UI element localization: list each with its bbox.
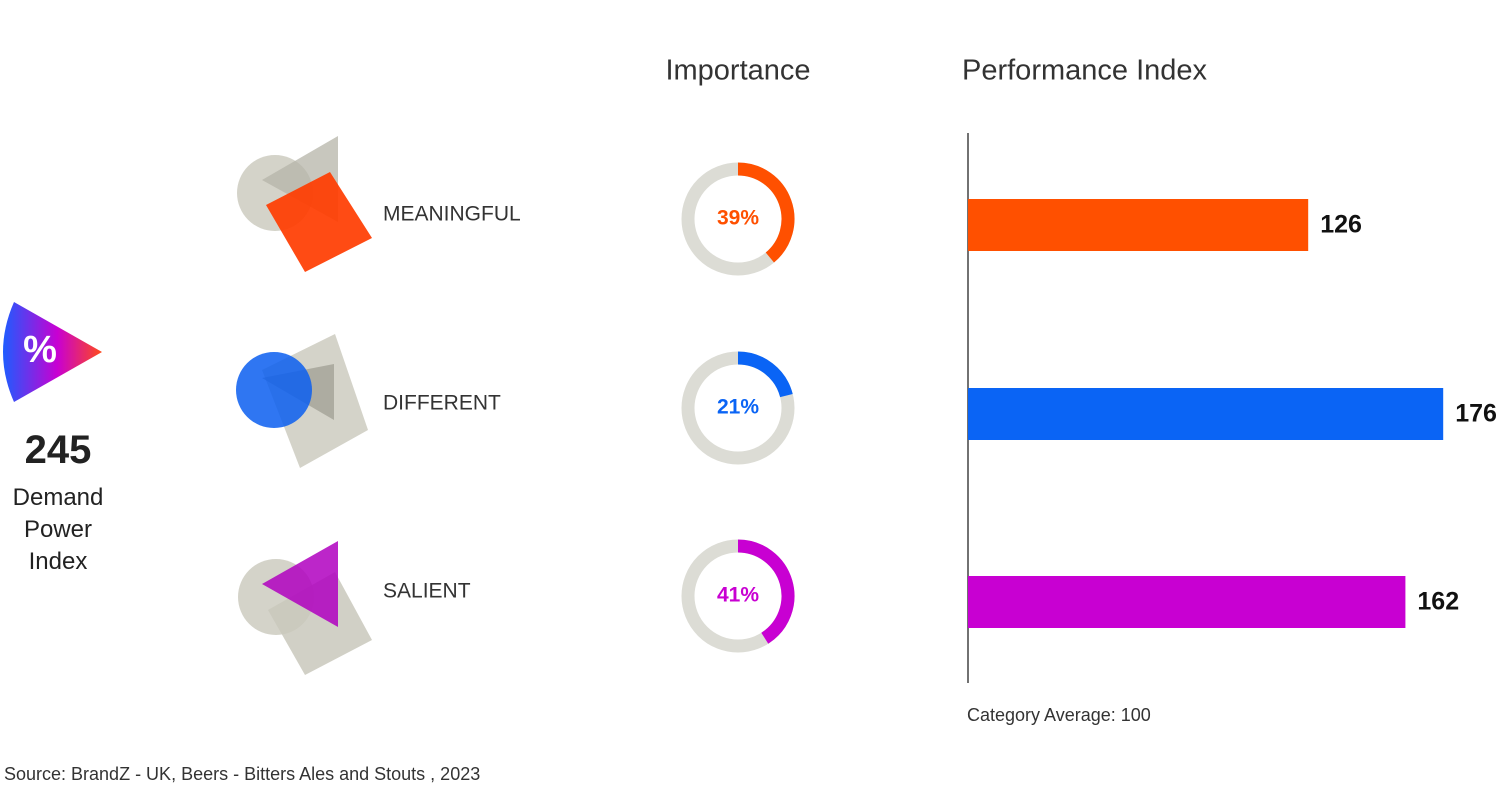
- meaningful-icon: [237, 136, 372, 272]
- donut-label: 41%: [717, 584, 759, 607]
- donut-arc: [737, 351, 793, 398]
- donut-label: 21%: [717, 396, 759, 419]
- kpi-value: 245: [24, 428, 92, 472]
- donut-label: 39%: [717, 207, 759, 230]
- column-header: Performance Index: [962, 55, 1208, 87]
- bar: [968, 388, 1444, 440]
- bar: [968, 199, 1309, 251]
- bar: [968, 576, 1406, 628]
- column-header: Importance: [665, 55, 810, 87]
- note: Category Average: 100: [967, 705, 1151, 725]
- source: Source: BrandZ - UK, Beers - Bitters Ale…: [4, 764, 481, 784]
- category-label: SALIENT: [383, 580, 471, 603]
- category-label: MEANINGFUL: [383, 203, 521, 226]
- donut-arc: [737, 162, 795, 263]
- donut-arc: [737, 539, 795, 644]
- bar-label: 126: [1320, 211, 1362, 239]
- category-label: DIFFERENT: [383, 392, 501, 415]
- salient-icon: [238, 541, 372, 675]
- kpi-icon: [3, 302, 102, 402]
- different-icon: [236, 334, 368, 468]
- bar-label: 162: [1417, 588, 1459, 616]
- bar-label: 176: [1455, 400, 1497, 428]
- kpi-icon-symbol: %: [23, 329, 57, 371]
- kpi-label: Demand Power Index: [12, 484, 104, 575]
